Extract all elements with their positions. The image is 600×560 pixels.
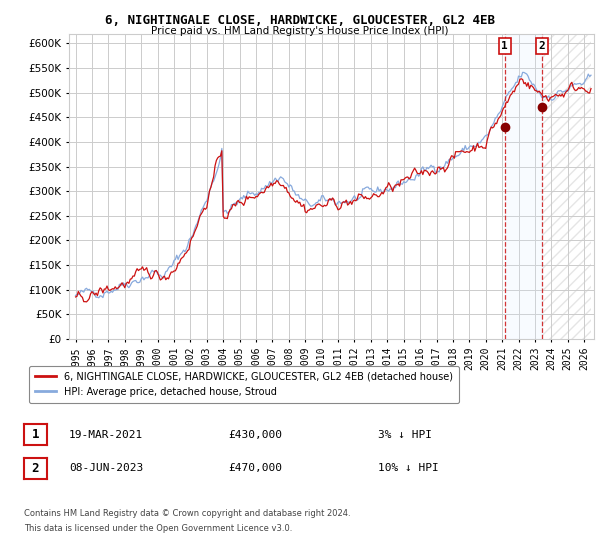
Text: 1: 1 <box>32 428 39 441</box>
Text: 08-JUN-2023: 08-JUN-2023 <box>69 463 143 473</box>
Text: 1: 1 <box>502 41 508 51</box>
Legend: 6, NIGHTINGALE CLOSE, HARDWICKE, GLOUCESTER, GL2 4EB (detached house), HPI: Aver: 6, NIGHTINGALE CLOSE, HARDWICKE, GLOUCES… <box>29 366 458 403</box>
Text: 6, NIGHTINGALE CLOSE, HARDWICKE, GLOUCESTER, GL2 4EB: 6, NIGHTINGALE CLOSE, HARDWICKE, GLOUCES… <box>105 14 495 27</box>
Text: 2: 2 <box>32 461 39 475</box>
Text: 2: 2 <box>538 41 545 51</box>
Text: 10% ↓ HPI: 10% ↓ HPI <box>378 463 439 473</box>
Text: Contains HM Land Registry data © Crown copyright and database right 2024.: Contains HM Land Registry data © Crown c… <box>24 509 350 518</box>
Text: 3% ↓ HPI: 3% ↓ HPI <box>378 430 432 440</box>
Text: 19-MAR-2021: 19-MAR-2021 <box>69 430 143 440</box>
Text: £470,000: £470,000 <box>228 463 282 473</box>
Bar <box>505 34 542 339</box>
Text: Price paid vs. HM Land Registry's House Price Index (HPI): Price paid vs. HM Land Registry's House … <box>151 26 449 36</box>
Text: £430,000: £430,000 <box>228 430 282 440</box>
Text: This data is licensed under the Open Government Licence v3.0.: This data is licensed under the Open Gov… <box>24 524 292 533</box>
